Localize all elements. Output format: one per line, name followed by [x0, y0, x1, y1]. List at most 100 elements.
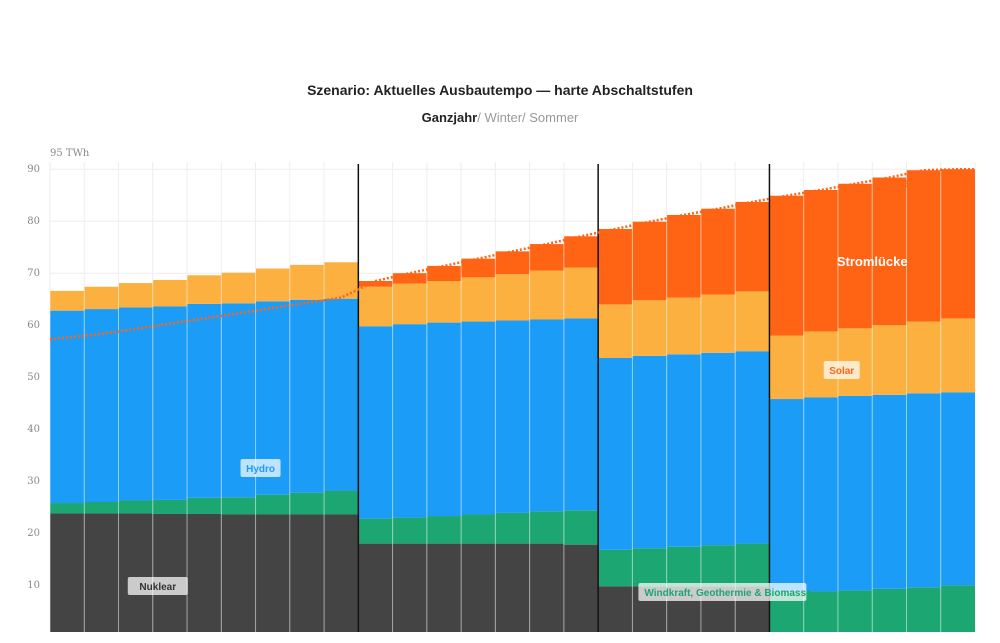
hydro-bar: [529, 319, 564, 512]
hydro-bar: [769, 399, 804, 593]
wind-bar: [598, 549, 633, 587]
wind-bar: [221, 497, 256, 515]
gap-bar: [803, 190, 838, 332]
gap-bar: [426, 265, 462, 281]
hydro-bar: [358, 326, 393, 519]
wind-label: Windkraft, Geothermie & Biomasse: [638, 583, 812, 601]
gap-bar: [666, 214, 701, 298]
y-tick-label: 80: [27, 216, 40, 227]
gap-label: Stromlücke: [837, 254, 908, 269]
solar-bar: [666, 297, 701, 355]
wind-bar: [632, 548, 667, 587]
solar-bar: [358, 286, 393, 327]
nuklear-bar: [392, 543, 427, 632]
nuklear-bar: [324, 514, 359, 632]
hydro-bar: [666, 354, 701, 547]
solar-bar: [495, 274, 530, 321]
hydro-bar: [495, 320, 530, 513]
y-tick-label: 60: [27, 320, 40, 331]
solar-bar: [152, 279, 188, 307]
hydro-bar: [152, 306, 188, 500]
hydro-bar: [118, 307, 153, 501]
hydro-bar: [940, 392, 975, 586]
y-tick-label: 70: [27, 268, 40, 279]
wind-bar: [358, 518, 393, 544]
wind-bar: [426, 516, 462, 544]
hydro-bar: [563, 318, 599, 511]
demand-line: [49, 167, 975, 341]
gap-bar: [495, 251, 530, 275]
hydro-bar: [700, 352, 736, 546]
solar-bar: [940, 318, 975, 393]
toggle-separator: /: [477, 110, 485, 125]
wind-bar: [84, 502, 119, 514]
hydro-bar: [872, 394, 907, 589]
nuklear-bar: [358, 543, 393, 632]
nuklear-bar: [289, 514, 325, 632]
nuklear-bar: [529, 543, 564, 632]
solar-bar: [289, 264, 325, 300]
solar-bar: [84, 286, 119, 310]
wind-bar: [735, 543, 770, 587]
nuklear-bar: [598, 586, 633, 632]
wind-bar: [872, 588, 907, 632]
solar-label-text: Solar: [829, 366, 854, 377]
wind-bar: [392, 517, 427, 544]
wind-bar: [563, 510, 599, 545]
toggle-winter[interactable]: Winter: [484, 110, 523, 125]
wind-bar: [940, 585, 975, 632]
nuklear-bar: [187, 513, 222, 632]
solar-bar: [426, 281, 462, 323]
hydro-bar: [906, 393, 941, 588]
hydro-bar: [324, 298, 359, 491]
gap-bar: [563, 236, 599, 268]
wind-bar: [666, 546, 701, 587]
gap-bar: [632, 221, 667, 301]
solar-bar: [735, 291, 770, 352]
wind-label-background: [638, 583, 807, 601]
solar-bar: [187, 275, 222, 304]
nuklear-bar: [50, 513, 85, 632]
gap-bar: [529, 244, 564, 271]
nuklear-bar: [426, 543, 462, 632]
hydro-bar: [289, 299, 325, 493]
gap-bar: [392, 273, 427, 284]
gap-bar: [769, 195, 804, 336]
toggle-ganzjahr[interactable]: Ganzjahr: [421, 110, 478, 125]
y-tick-label: 20: [27, 528, 40, 539]
hydro-bar: [803, 397, 838, 592]
toggle-sommer[interactable]: Sommer: [529, 110, 579, 125]
solar-bar: [598, 304, 633, 358]
nuklear-bar: [461, 543, 496, 632]
wind-label-text: Windkraft, Geothermie & Biomasse: [644, 588, 812, 599]
hydro-bar: [598, 357, 633, 550]
solar-label-background: [823, 361, 860, 379]
y-tick-label: 50: [27, 372, 40, 383]
wind-bar: [118, 500, 153, 514]
demand-label: Verbrauch: [873, 176, 932, 190]
wind-bar: [906, 587, 941, 632]
wind-bar: [803, 591, 838, 632]
gap-bar: [872, 177, 907, 326]
solar-bar: [118, 283, 153, 308]
solar-bar: [563, 267, 599, 319]
nuklear-label: Nuklear: [127, 577, 188, 595]
wind-bar: [255, 494, 290, 515]
chart-title: Szenario: Aktuelles Ausbautempo — harte …: [307, 82, 693, 98]
gap-bar: [700, 208, 736, 295]
hydro-bar: [187, 303, 222, 498]
hydro-bar: [735, 351, 770, 544]
solar-bar: [872, 325, 907, 395]
wind-bar: [837, 590, 873, 632]
solar-bar: [461, 277, 496, 322]
solar-bar: [255, 268, 290, 302]
solar-bar: [700, 294, 736, 353]
y-tick-label: 90: [27, 164, 40, 175]
gap-bar: [837, 183, 873, 329]
hydro-bar: [837, 395, 873, 591]
nuklear-bar: [221, 514, 256, 632]
gap-bar: [358, 281, 393, 287]
gap-bar: [461, 258, 496, 278]
hydro-bar: [461, 321, 496, 515]
